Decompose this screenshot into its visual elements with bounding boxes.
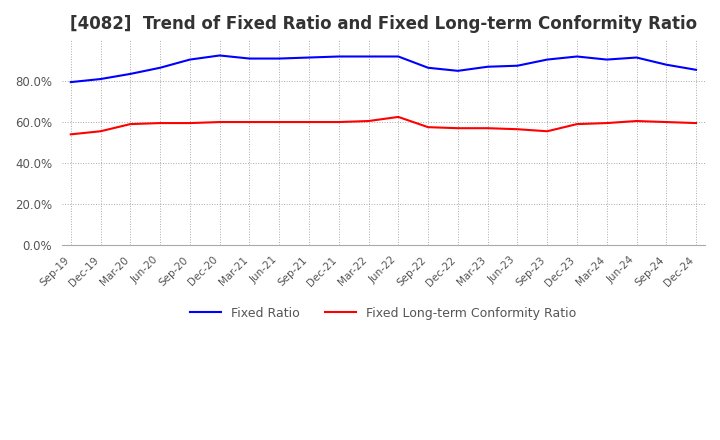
Fixed Long-term Conformity Ratio [394,114,402,120]
Fixed Ratio [572,54,581,59]
Fixed Ratio [305,55,313,60]
Fixed Long-term Conformity Ratio [126,121,135,127]
Fixed Ratio [186,57,194,62]
Fixed Ratio [513,63,522,68]
Fixed Long-term Conformity Ratio [454,125,462,131]
Line: Fixed Ratio: Fixed Ratio [71,55,696,82]
Fixed Long-term Conformity Ratio [572,121,581,127]
Fixed Ratio [126,71,135,77]
Fixed Ratio [603,57,611,62]
Title: [4082]  Trend of Fixed Ratio and Fixed Long-term Conformity Ratio: [4082] Trend of Fixed Ratio and Fixed Lo… [70,15,697,33]
Fixed Ratio [364,54,373,59]
Fixed Ratio [394,54,402,59]
Fixed Long-term Conformity Ratio [66,132,75,137]
Fixed Ratio [662,62,670,67]
Fixed Ratio [275,56,284,61]
Fixed Ratio [335,54,343,59]
Fixed Long-term Conformity Ratio [424,125,433,130]
Fixed Long-term Conformity Ratio [96,128,105,134]
Legend: Fixed Ratio, Fixed Long-term Conformity Ratio: Fixed Ratio, Fixed Long-term Conformity … [185,302,582,325]
Fixed Ratio [454,68,462,73]
Fixed Long-term Conformity Ratio [513,127,522,132]
Fixed Long-term Conformity Ratio [275,119,284,125]
Fixed Long-term Conformity Ratio [215,119,224,125]
Fixed Ratio [245,56,253,61]
Fixed Long-term Conformity Ratio [692,121,701,126]
Fixed Ratio [483,64,492,70]
Fixed Ratio [424,65,433,70]
Fixed Ratio [96,77,105,82]
Fixed Ratio [66,80,75,85]
Fixed Long-term Conformity Ratio [186,121,194,126]
Fixed Long-term Conformity Ratio [156,121,164,126]
Fixed Ratio [543,57,552,62]
Fixed Ratio [215,53,224,58]
Fixed Long-term Conformity Ratio [245,119,253,125]
Fixed Long-term Conformity Ratio [364,118,373,124]
Fixed Long-term Conformity Ratio [543,128,552,134]
Fixed Long-term Conformity Ratio [632,118,641,124]
Fixed Long-term Conformity Ratio [335,119,343,125]
Fixed Ratio [632,55,641,60]
Fixed Ratio [692,67,701,73]
Fixed Long-term Conformity Ratio [603,121,611,126]
Fixed Long-term Conformity Ratio [662,119,670,125]
Fixed Ratio [156,65,164,70]
Fixed Long-term Conformity Ratio [483,125,492,131]
Line: Fixed Long-term Conformity Ratio: Fixed Long-term Conformity Ratio [71,117,696,134]
Fixed Long-term Conformity Ratio [305,119,313,125]
